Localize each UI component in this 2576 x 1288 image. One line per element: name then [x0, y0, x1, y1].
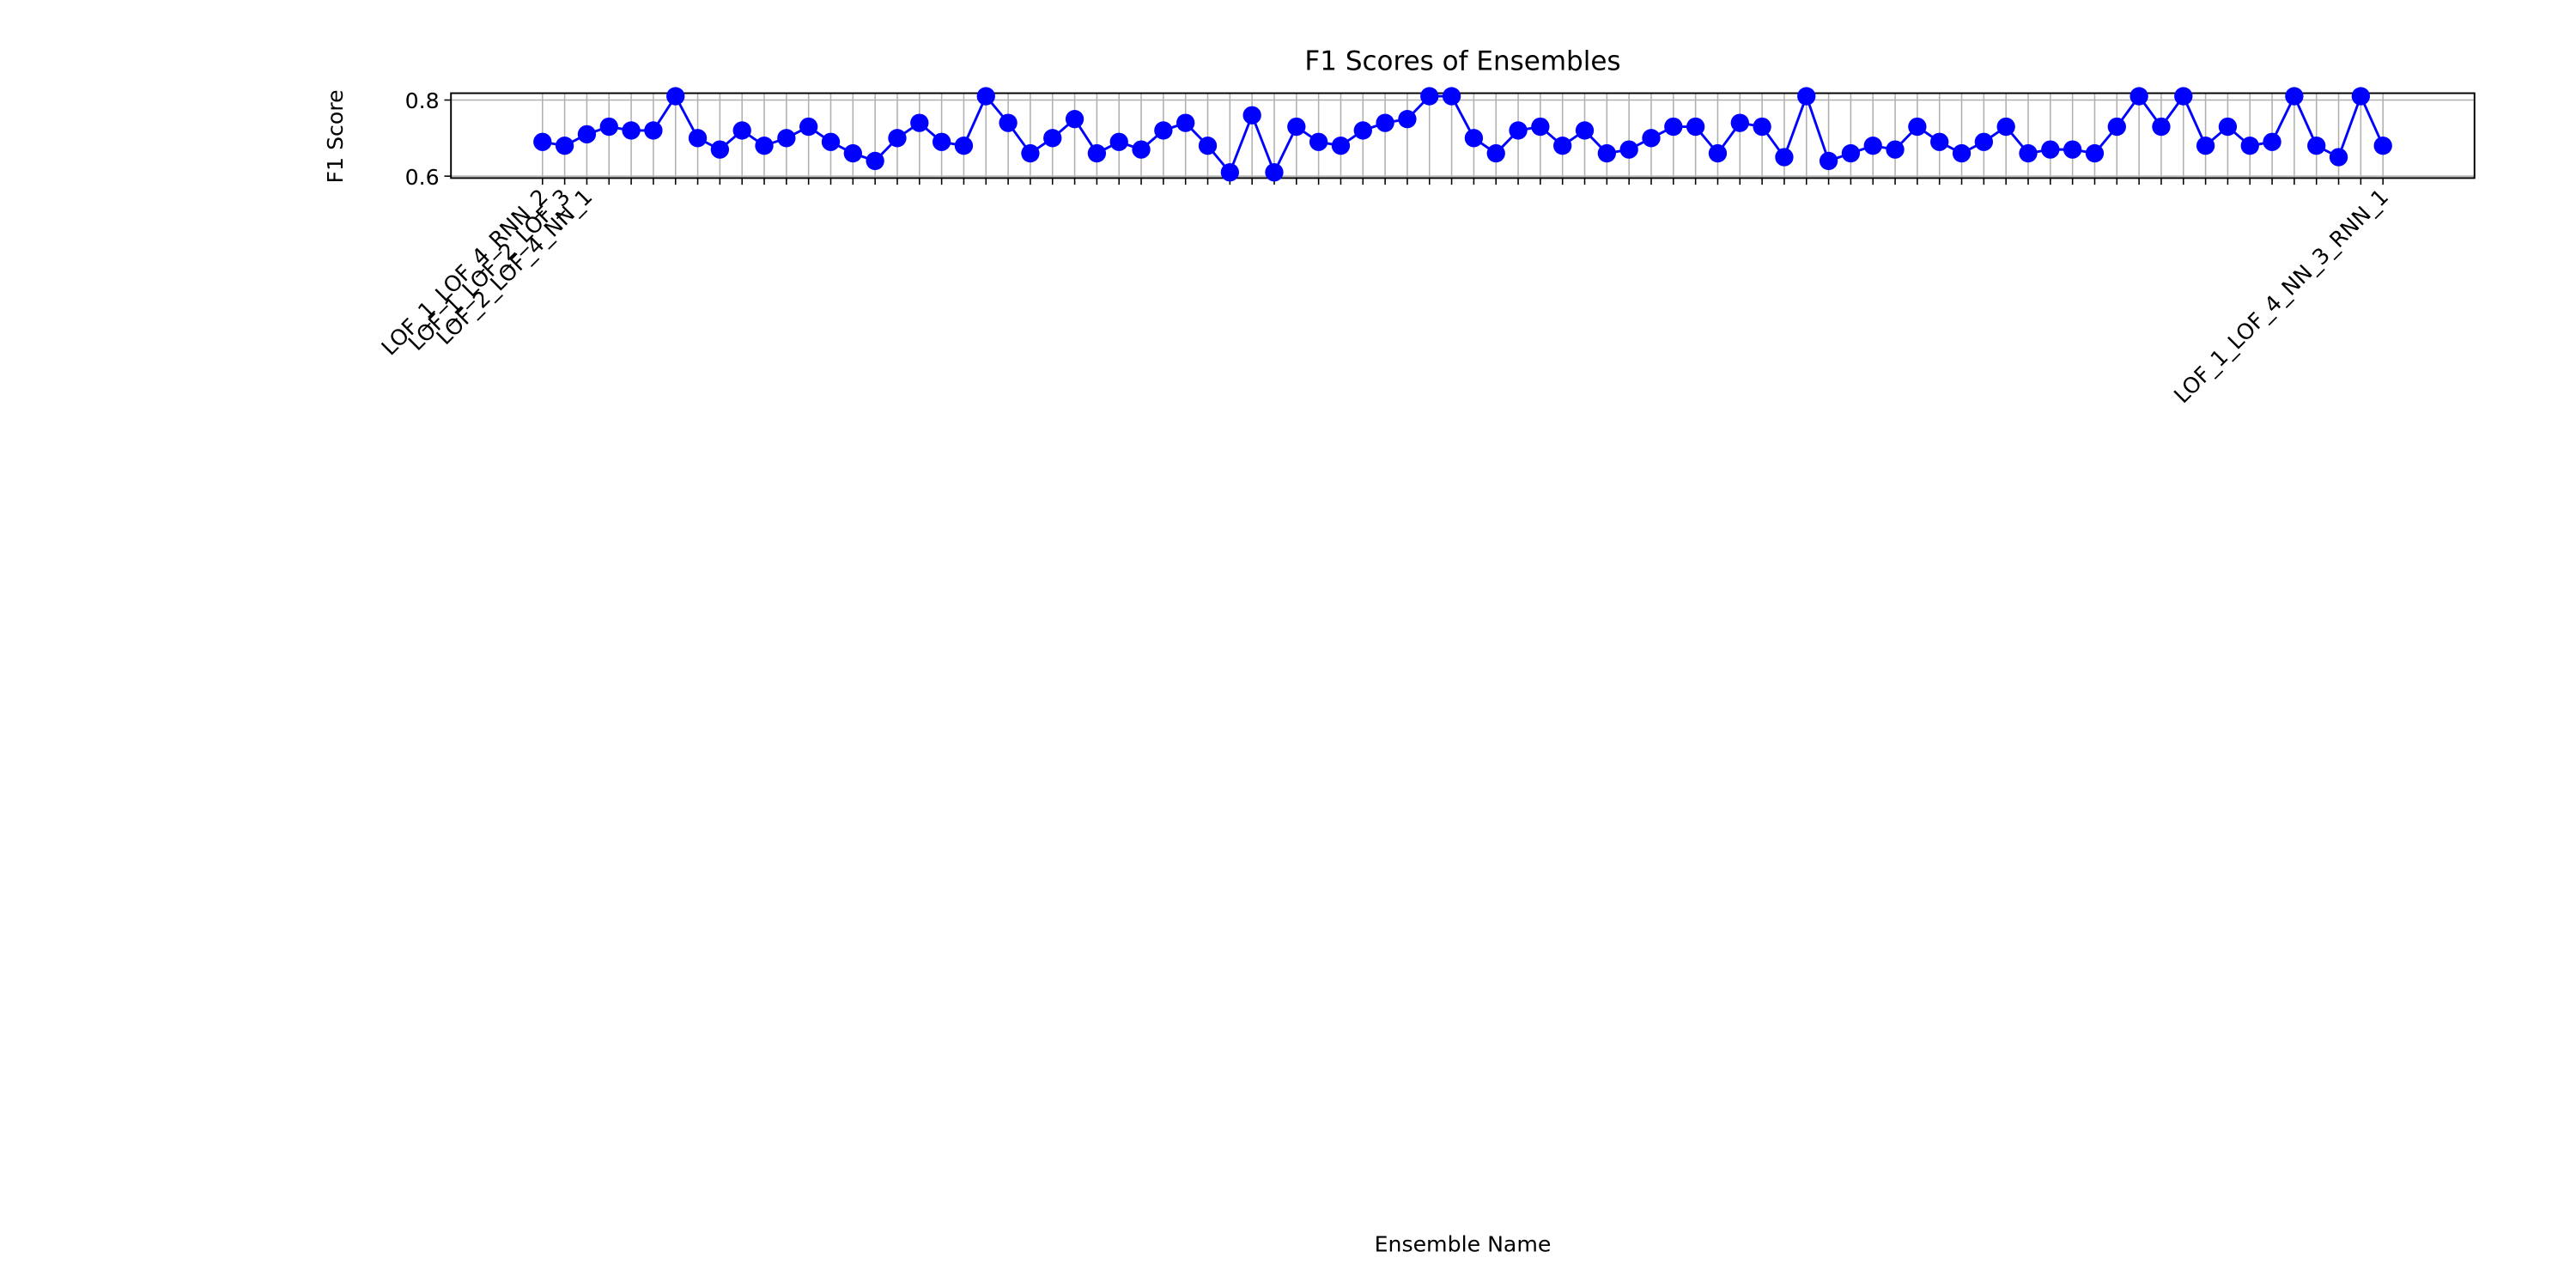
point [954, 137, 974, 155]
point [1265, 163, 1284, 182]
point [688, 129, 708, 148]
point [1664, 117, 1683, 137]
point [1309, 132, 1328, 151]
point [1686, 117, 1705, 137]
point [2373, 137, 2392, 155]
point [1087, 143, 1107, 163]
point [1553, 137, 1572, 155]
point [1287, 117, 1306, 137]
point [2063, 140, 2082, 159]
point [1509, 121, 1528, 140]
line [542, 92, 2385, 176]
point [1753, 117, 1771, 137]
point [555, 137, 574, 155]
point [1996, 117, 2015, 137]
point [1974, 132, 1994, 151]
point [2019, 143, 2038, 163]
point [1619, 140, 1638, 159]
point [1242, 106, 1261, 125]
point [1597, 143, 1617, 163]
point [2107, 117, 2126, 137]
point [1154, 121, 1173, 140]
point [1198, 137, 1218, 155]
point [1531, 117, 1550, 137]
point [2285, 87, 2304, 106]
point [1819, 151, 1838, 171]
point [533, 132, 552, 151]
point [932, 132, 951, 151]
point [1420, 87, 1439, 106]
y-tick-label: 0.6 [405, 165, 440, 190]
point [2085, 143, 2105, 163]
point [666, 87, 685, 106]
point [1176, 113, 1195, 132]
point [1841, 143, 1861, 163]
point [1065, 110, 1084, 129]
point [644, 121, 663, 140]
x-axis-label: Ensemble Name [1375, 1231, 1552, 1256]
point [1908, 117, 1927, 137]
point [1952, 143, 1971, 163]
point [1775, 148, 1794, 167]
point [1464, 129, 1484, 148]
point [2240, 137, 2259, 155]
plot-frame [450, 92, 2476, 179]
point [1930, 132, 1949, 151]
point [2196, 137, 2215, 155]
point [976, 87, 995, 106]
point [1021, 143, 1040, 163]
point [2129, 87, 2148, 106]
point [622, 121, 641, 140]
point [2329, 148, 2348, 167]
point [1331, 137, 1351, 155]
point [1863, 137, 1882, 155]
point [777, 129, 796, 148]
point [1109, 132, 1128, 151]
point [799, 117, 818, 137]
point [1353, 121, 1372, 140]
x-tick-label: LOF_1_LOF_2_LOF_3 [404, 184, 575, 355]
point [843, 143, 862, 163]
point [1708, 143, 1728, 163]
point [599, 117, 618, 137]
point [1797, 87, 1816, 106]
point [2041, 140, 2060, 159]
point [1220, 163, 1239, 182]
point [866, 151, 884, 171]
point [2152, 117, 2171, 137]
point [888, 129, 907, 148]
point [1886, 140, 1905, 159]
point [2174, 87, 2193, 106]
point [999, 113, 1018, 132]
point [1442, 87, 1461, 106]
point [1398, 110, 1417, 129]
point [1132, 140, 1151, 159]
point [1043, 129, 1062, 148]
point [910, 113, 929, 132]
point [1486, 143, 1505, 163]
chart-title: F1 Scores of Ensembles [1304, 46, 1620, 76]
y-axis-label: F1 Score [323, 89, 348, 183]
point [2307, 137, 2326, 155]
point [1730, 113, 1749, 132]
point [2263, 132, 2281, 151]
x-tick-label: LOF_1_LOF_4_NN_3_RNN_1 [2169, 184, 2393, 408]
point [821, 132, 841, 151]
point [710, 140, 730, 159]
point [1575, 121, 1595, 140]
point [2351, 87, 2371, 106]
point [2218, 117, 2238, 137]
point [755, 137, 774, 155]
point [732, 121, 751, 140]
point [1376, 113, 1394, 132]
y-tick-label: 0.8 [405, 88, 440, 113]
point [1642, 129, 1661, 148]
point [577, 125, 597, 144]
